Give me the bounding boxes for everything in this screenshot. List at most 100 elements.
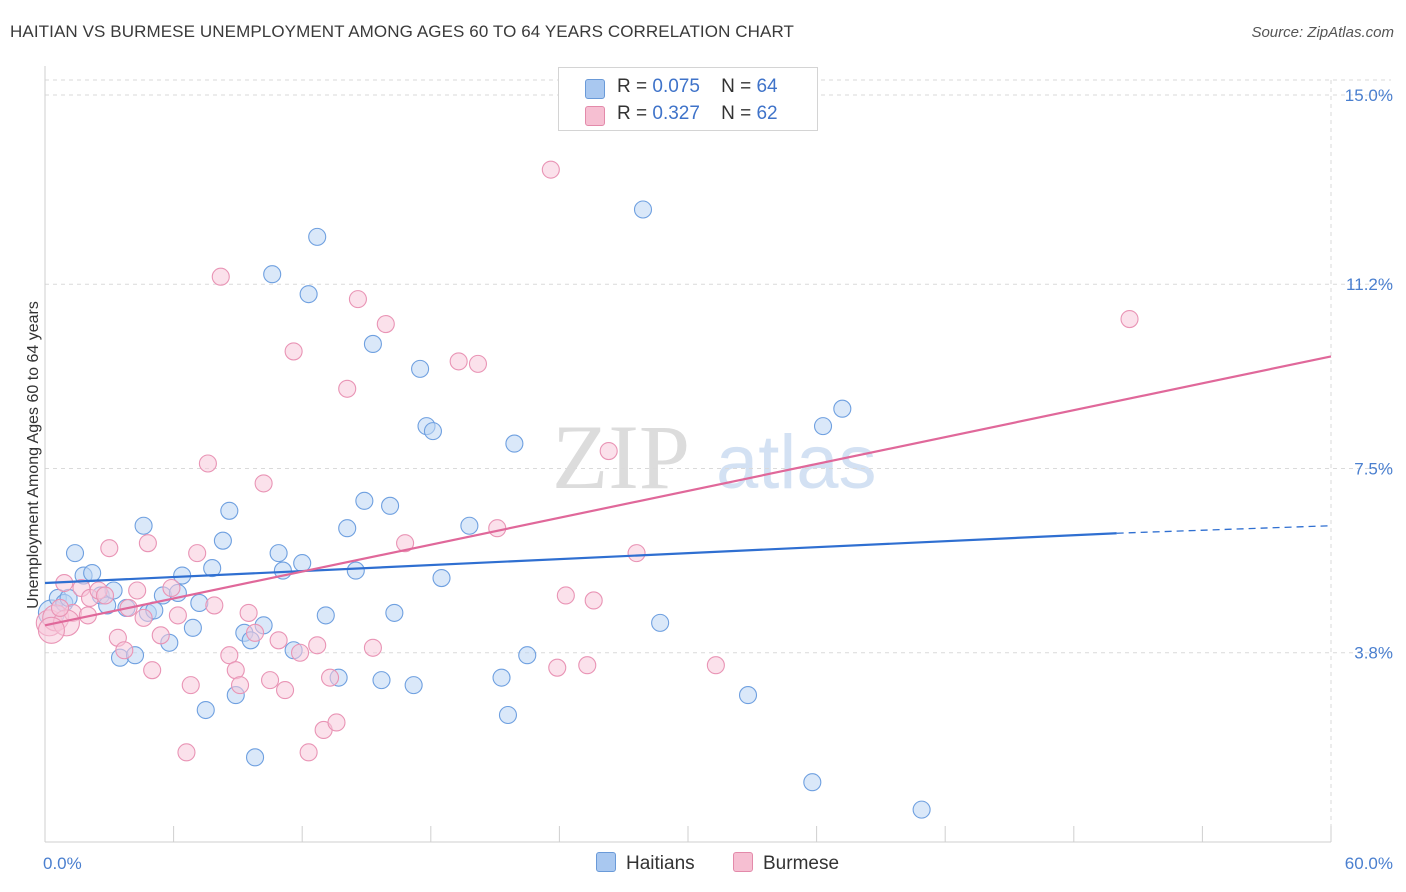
chart-title: HAITIAN VS BURMESE UNEMPLOYMENT AMONG AG… xyxy=(10,22,795,41)
haitians-point xyxy=(633,200,653,219)
burmese-point xyxy=(100,539,119,558)
burmese-point xyxy=(269,631,288,650)
haitians-point xyxy=(833,399,852,418)
burmese-point xyxy=(284,342,303,361)
burmese-point xyxy=(468,354,488,373)
haitians-point xyxy=(355,491,374,510)
haitians-point xyxy=(183,618,202,637)
source-label: Source: ZipAtlas.com xyxy=(1251,24,1394,41)
haitians-point xyxy=(423,422,442,441)
burmese-point xyxy=(338,379,357,398)
haitians-point xyxy=(269,544,288,563)
legend-r-label: R = xyxy=(617,103,648,124)
burmese-point xyxy=(254,474,273,493)
legend-n-label: N = xyxy=(721,103,752,124)
haitians-trend-line xyxy=(44,532,1117,585)
burmese-point xyxy=(706,656,725,675)
burmese-point xyxy=(115,641,134,660)
burmese-point xyxy=(177,743,196,762)
burmese-point xyxy=(128,581,147,600)
burmese-point xyxy=(239,603,258,622)
haitians-point xyxy=(651,613,670,632)
burmese-point xyxy=(321,668,340,687)
y-axis-label: Unemployment Among Ages 60 to 64 years xyxy=(25,301,42,609)
haitians-point xyxy=(385,603,404,622)
haitians-point xyxy=(813,417,833,436)
burmese-point xyxy=(1120,310,1139,329)
burmese-point xyxy=(211,267,230,286)
legend-swatch-haitians xyxy=(585,79,605,99)
bottom-legend-swatch-burmese xyxy=(733,852,753,872)
y-tick-label: 7.5% xyxy=(1354,459,1393,478)
burmese-point xyxy=(188,544,207,563)
haitians-point xyxy=(518,646,537,665)
y-tick-label: 3.8% xyxy=(1354,644,1393,663)
burmese-point xyxy=(578,656,597,675)
tick-labels: 3.8% 7.5% 11.2% 15.0% 0.0% 60.0% xyxy=(43,86,1393,873)
burmese-point xyxy=(205,596,224,615)
burmese-point xyxy=(226,661,245,680)
haitians-point xyxy=(316,606,335,625)
haitians-point xyxy=(498,705,518,725)
burmese-point xyxy=(220,646,239,665)
bottom-legend-label-haitians: Haitians xyxy=(626,853,695,874)
burmese-point xyxy=(134,608,153,627)
watermark-atlas: atlas xyxy=(716,420,877,505)
burmese-point xyxy=(363,638,382,657)
axes xyxy=(44,66,1332,843)
legend-n-value: 62 xyxy=(756,103,778,124)
haitians-point xyxy=(308,227,327,246)
haitians-point xyxy=(363,334,382,354)
haitians-point xyxy=(213,531,232,550)
legend-r-value: 0.327 xyxy=(652,103,700,124)
burmese-point xyxy=(143,661,162,680)
burmese-point xyxy=(95,586,115,605)
haitians-point xyxy=(738,686,758,705)
burmese-point xyxy=(376,314,395,334)
bottom-legend-burmese: Burmese xyxy=(733,852,839,875)
burmese-point xyxy=(599,441,618,461)
haitians-point xyxy=(263,265,282,284)
haitians-point xyxy=(220,501,239,520)
burmese-point xyxy=(162,578,181,598)
burmese-point xyxy=(556,586,575,605)
burmese-point xyxy=(299,743,318,762)
haitians-point xyxy=(803,773,822,792)
burmese-point xyxy=(396,534,415,553)
x-tick-label: 60.0% xyxy=(1345,854,1393,873)
burmese-point xyxy=(138,534,157,553)
burmese-point xyxy=(50,598,70,617)
haitians-point xyxy=(411,359,430,378)
burmese-point xyxy=(37,616,65,644)
haitians-point xyxy=(299,285,318,304)
burmese-point xyxy=(541,160,560,179)
burmese-point xyxy=(198,454,217,473)
burmese-point xyxy=(548,658,567,677)
y-tick-label: 15.0% xyxy=(1345,86,1393,105)
legend-swatch-burmese xyxy=(585,106,605,126)
haitians-point xyxy=(404,676,423,695)
burmese-point xyxy=(488,519,507,538)
haitians-point xyxy=(505,434,524,453)
bottom-legend-swatch-haitians xyxy=(596,852,616,872)
haitians-point xyxy=(203,559,222,578)
haitians-point xyxy=(372,671,391,690)
watermark: ZIP atlas xyxy=(552,406,877,508)
x-tick-label: 0.0% xyxy=(43,854,82,873)
trend-lines xyxy=(44,355,1332,627)
haitians-trend-extension xyxy=(1116,525,1332,534)
burmese-point xyxy=(327,713,346,732)
haitians-point xyxy=(83,564,102,583)
haitians-point xyxy=(460,516,479,535)
haitians-point xyxy=(492,668,511,687)
burmese-point xyxy=(168,606,187,625)
burmese-point xyxy=(348,290,367,309)
haitians-point xyxy=(134,516,153,535)
legend: R = 0.075 N = 64 R = 0.327 N = 62 xyxy=(558,67,818,131)
burmese-point xyxy=(627,544,646,563)
legend-n-label: N = xyxy=(721,76,752,97)
bottom-legend-haitians: Haitians xyxy=(596,852,695,875)
burmese-point xyxy=(291,643,310,662)
burmese-point xyxy=(260,671,280,690)
legend-n-value: 64 xyxy=(756,76,778,97)
